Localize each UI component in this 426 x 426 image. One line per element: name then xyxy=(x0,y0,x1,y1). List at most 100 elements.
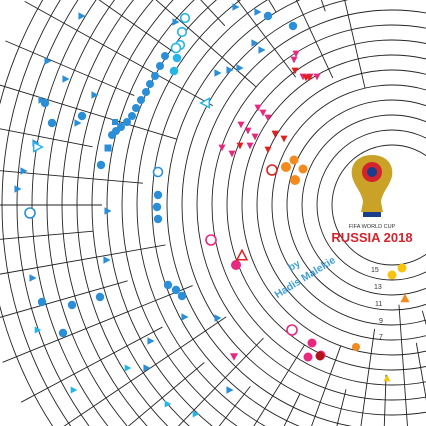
triangle-marker xyxy=(147,337,155,345)
ring xyxy=(271,84,426,326)
hollow-circle-marker xyxy=(170,42,182,54)
circle-marker xyxy=(132,104,140,112)
triangle-marker xyxy=(34,326,42,334)
spoke xyxy=(383,374,387,426)
circle-marker xyxy=(47,118,57,128)
triangle-marker xyxy=(62,75,70,83)
trophy-emblem xyxy=(351,155,393,212)
triangle-marker xyxy=(214,69,222,77)
triangle-marker xyxy=(70,386,78,394)
ring xyxy=(181,0,426,416)
triangle-marker xyxy=(38,96,46,104)
triangle-marker xyxy=(29,274,37,282)
logo-line1: FIFA WORLD CUP xyxy=(349,224,396,230)
spoke xyxy=(63,316,227,426)
hollow-circle-marker xyxy=(286,324,298,336)
spoke xyxy=(253,344,305,426)
spoke xyxy=(0,230,94,240)
triangle-marker xyxy=(74,119,82,127)
triangle-marker xyxy=(236,142,244,150)
triangle-marker xyxy=(237,121,245,129)
triangle-marker xyxy=(164,400,172,408)
ring xyxy=(316,129,426,281)
spoke xyxy=(360,328,376,426)
spoke xyxy=(0,84,177,140)
triangle-marker xyxy=(280,135,288,143)
triangle-marker xyxy=(258,46,266,54)
triangle-marker xyxy=(259,109,267,117)
ring xyxy=(106,0,213,426)
spoke xyxy=(398,304,408,426)
ring xyxy=(196,9,426,401)
triangle-marker xyxy=(246,142,254,150)
triangle-marker xyxy=(104,207,112,215)
circle-marker xyxy=(281,162,291,172)
spoke xyxy=(24,0,213,107)
hollow-triangle-marker xyxy=(235,248,249,261)
circle-marker xyxy=(67,300,77,310)
circle-marker xyxy=(352,343,360,351)
circle-marker xyxy=(315,351,325,361)
triangle-marker xyxy=(143,364,151,372)
circle-marker xyxy=(163,280,173,290)
spoke xyxy=(421,310,426,326)
square-marker xyxy=(112,119,118,125)
spoke xyxy=(415,342,426,401)
triangle-marker xyxy=(181,313,189,321)
ring xyxy=(286,99,426,311)
spoke xyxy=(0,128,93,148)
spoke xyxy=(0,244,166,275)
triangle-marker xyxy=(218,144,226,152)
ring-label: 15 xyxy=(371,267,379,274)
triangle-marker xyxy=(172,18,180,26)
circle-marker xyxy=(77,111,87,121)
triangle-marker xyxy=(271,130,279,138)
triangle-marker xyxy=(254,8,262,16)
match-markers xyxy=(14,3,410,418)
ring-label: 11 xyxy=(375,301,382,308)
circle-marker xyxy=(153,214,163,224)
triangle-marker xyxy=(232,3,240,11)
triangle-marker xyxy=(228,150,236,158)
circle-marker xyxy=(95,292,105,302)
spoke xyxy=(283,393,301,426)
logo-line2: RUSSIA 2018 xyxy=(331,230,412,245)
hollow-circle-marker xyxy=(179,12,191,24)
triangle-marker xyxy=(226,66,234,74)
circle-marker xyxy=(156,62,164,70)
circle-marker xyxy=(171,285,181,295)
hollow-circle-marker xyxy=(24,207,36,219)
circle-marker xyxy=(161,52,169,60)
triangle-marker xyxy=(264,114,272,122)
ring xyxy=(331,144,426,266)
circle-marker xyxy=(108,131,116,139)
triangle-marker xyxy=(44,57,52,65)
ring xyxy=(301,114,426,296)
triangle-marker xyxy=(91,91,99,99)
circle-marker xyxy=(169,66,179,76)
square-marker xyxy=(104,144,112,152)
triangle-marker xyxy=(236,64,244,72)
spoke xyxy=(311,345,342,426)
hollow-circle-marker xyxy=(266,164,278,176)
triangle-marker xyxy=(264,146,272,154)
spoke xyxy=(5,40,135,97)
spoke xyxy=(218,385,251,426)
spoke xyxy=(2,285,193,363)
ring-labels: 15 13 11 9 7 xyxy=(371,267,383,341)
circle-marker xyxy=(298,164,308,174)
circle-marker xyxy=(142,88,150,96)
triangle-marker xyxy=(214,314,222,322)
circle-marker xyxy=(387,270,397,280)
ring xyxy=(211,24,426,386)
circle-marker xyxy=(153,190,163,200)
credit-by: by xyxy=(287,258,303,274)
ring-label: 7 xyxy=(379,334,383,341)
spoke xyxy=(236,0,297,78)
hollow-circle-marker xyxy=(205,234,217,246)
circle-marker xyxy=(303,352,313,362)
